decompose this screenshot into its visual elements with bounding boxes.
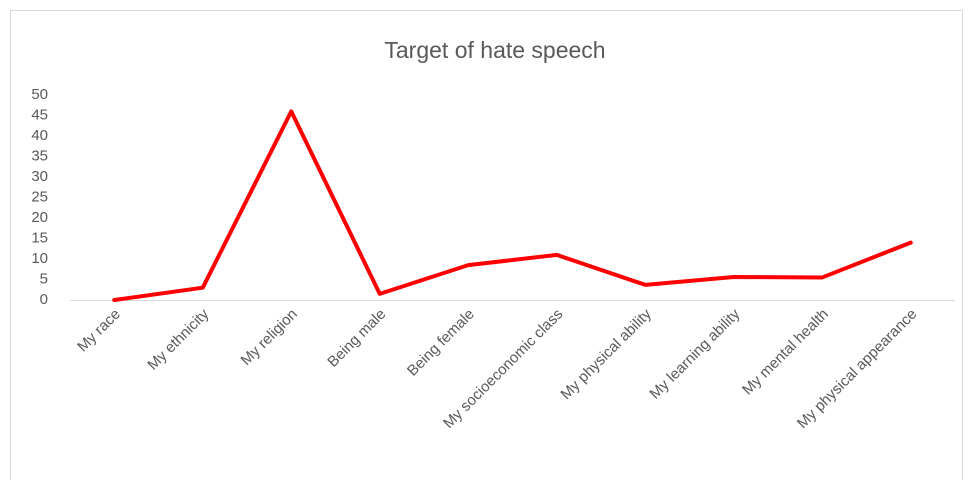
y-tick-label: 45 bbox=[31, 106, 48, 123]
y-tick-label: 0 bbox=[40, 291, 48, 308]
y-tick-label: 35 bbox=[31, 147, 48, 164]
y-tick-label: 10 bbox=[31, 250, 48, 267]
y-tick-label: 40 bbox=[31, 127, 48, 144]
y-tick-label: 5 bbox=[40, 270, 48, 287]
chart-title: Target of hate speech bbox=[384, 37, 605, 63]
y-tick-label: 20 bbox=[31, 209, 48, 226]
y-tick-label: 25 bbox=[31, 188, 48, 205]
chart-frame bbox=[10, 10, 963, 480]
y-tick-label: 50 bbox=[31, 86, 48, 103]
y-tick-label: 30 bbox=[31, 168, 48, 185]
y-tick-label: 15 bbox=[31, 229, 48, 246]
data-line bbox=[112, 109, 913, 302]
